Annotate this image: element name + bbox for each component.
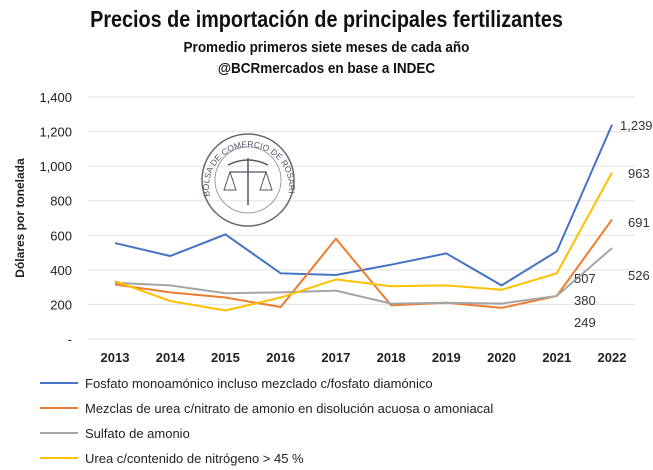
- x-tick-label: 2014: [156, 350, 186, 365]
- data-label: 963: [628, 166, 650, 181]
- legend-item: Sulfato de amonio: [40, 426, 190, 441]
- series-line-1: [114, 218, 613, 309]
- x-tick-label: 2018: [377, 350, 406, 365]
- bcr-logo: BOLSA DE COMERCIO DE ROSARIO: [0, 0, 297, 227]
- y-axis-label: Dólares por tonelada: [13, 158, 27, 278]
- data-label: 691: [628, 215, 650, 230]
- chart-title: Precios de importación de principales fe…: [90, 6, 563, 32]
- legend-item: Urea c/contenido de nitrógeno > 45 %: [40, 451, 304, 466]
- legend-label: Fosfato monoamónico incluso mezclado c/f…: [85, 376, 433, 391]
- series-line-2: [114, 247, 613, 305]
- legend-label: Urea c/contenido de nitrógeno > 45 %: [85, 451, 304, 466]
- legend-label: Sulfato de amonio: [85, 426, 190, 441]
- series-line-3: [114, 172, 613, 312]
- data-label: 380: [574, 293, 596, 308]
- data-label: 249: [574, 315, 596, 330]
- y-tick-label: 1,400: [39, 90, 72, 105]
- y-tick-label: 400: [50, 263, 72, 278]
- x-tick-label: 2017: [321, 350, 350, 365]
- chart-subtitle: Promedio primeros siete meses de cada añ…: [183, 39, 470, 56]
- x-tick-label: 2022: [598, 350, 627, 365]
- x-tick-label: 2016: [266, 350, 295, 365]
- series-line-0: [114, 124, 613, 287]
- data-label: 1,239: [620, 118, 653, 133]
- y-tick-label: 1,200: [39, 125, 72, 140]
- x-tick-label: 2021: [542, 350, 571, 365]
- legend-label: Mezclas de urea c/nitrato de amonio en d…: [85, 401, 493, 416]
- chart-source: @BCRmercados en base a INDEC: [217, 60, 436, 77]
- y-tick-label: 600: [50, 228, 72, 243]
- legend-item: Fosfato monoamónico incluso mezclado c/f…: [40, 376, 433, 391]
- x-tick-label: 2015: [211, 350, 240, 365]
- x-tick-label: 2013: [101, 350, 130, 365]
- y-tick-label: 1,000: [39, 159, 72, 174]
- data-label: 526: [628, 268, 650, 283]
- legend-item: Mezclas de urea c/nitrato de amonio en d…: [40, 401, 493, 416]
- y-tick-label: -: [68, 332, 72, 347]
- data-label: 507: [574, 271, 596, 286]
- y-tick-label: 200: [50, 297, 72, 312]
- x-tick-label: 2020: [487, 350, 516, 365]
- x-tick-label: 2019: [432, 350, 461, 365]
- y-tick-label: 800: [50, 194, 72, 209]
